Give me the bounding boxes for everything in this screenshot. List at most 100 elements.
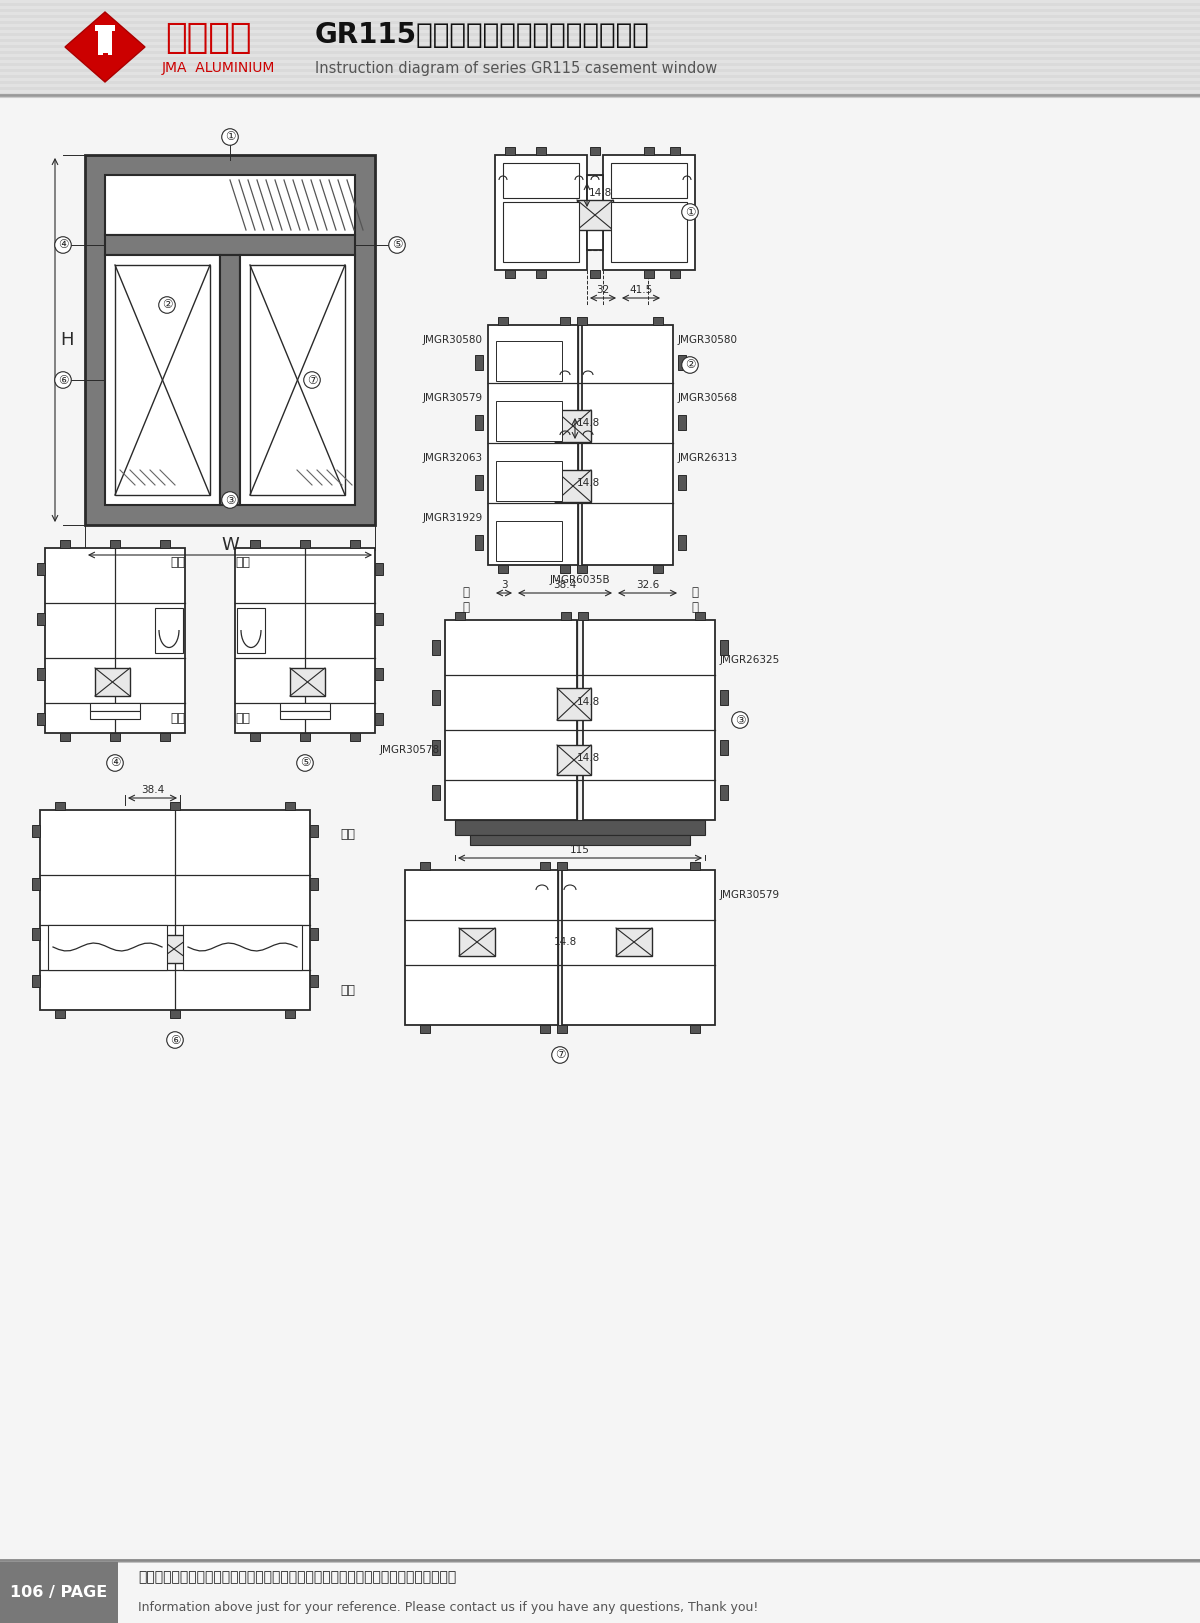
Bar xyxy=(420,1026,430,1032)
Bar xyxy=(155,609,182,652)
Bar xyxy=(498,316,508,325)
Bar xyxy=(0,3,1200,6)
Text: ⑥: ⑥ xyxy=(169,1034,180,1047)
Bar xyxy=(310,975,318,987)
Bar xyxy=(496,521,562,562)
Bar xyxy=(310,928,318,940)
Polygon shape xyxy=(65,11,145,83)
Bar xyxy=(220,255,240,505)
Bar xyxy=(115,265,210,495)
Bar xyxy=(0,10,1200,11)
Bar xyxy=(240,255,355,505)
Text: W: W xyxy=(221,536,239,553)
Bar xyxy=(250,540,260,549)
Bar xyxy=(496,156,587,269)
Bar xyxy=(690,862,700,870)
Bar xyxy=(455,820,706,834)
Bar xyxy=(557,688,592,721)
Text: 115: 115 xyxy=(570,846,590,855)
Text: ⑤: ⑤ xyxy=(300,756,311,769)
Bar xyxy=(0,42,1200,45)
Text: 106 / PAGE: 106 / PAGE xyxy=(11,1586,108,1600)
Bar xyxy=(32,928,40,940)
Bar xyxy=(0,36,1200,39)
Text: 14.8: 14.8 xyxy=(576,419,600,428)
Bar xyxy=(250,265,346,495)
Bar xyxy=(720,690,728,704)
Bar xyxy=(60,734,70,742)
Bar xyxy=(0,54,1200,57)
Text: 14.8: 14.8 xyxy=(553,936,577,946)
Bar xyxy=(110,540,120,549)
Bar xyxy=(0,49,1200,50)
Bar xyxy=(557,862,568,870)
Bar xyxy=(280,711,330,719)
Bar xyxy=(106,255,220,505)
Text: 室内: 室内 xyxy=(340,828,355,841)
Bar xyxy=(562,612,571,620)
Bar xyxy=(280,703,330,711)
Text: H: H xyxy=(60,331,73,349)
Text: 图中所示型材截面、装配、编号、尺寸及重量仅供参考。如有疑问，请向本公司查询。: 图中所示型材截面、装配、编号、尺寸及重量仅供参考。如有疑问，请向本公司查询。 xyxy=(138,1569,456,1584)
Bar xyxy=(374,563,383,575)
Bar xyxy=(670,269,680,278)
Text: JMGR30568: JMGR30568 xyxy=(678,393,738,403)
Bar xyxy=(432,786,440,800)
Text: ①: ① xyxy=(685,206,695,219)
Bar xyxy=(98,28,112,55)
Bar xyxy=(374,613,383,625)
Text: 14.8: 14.8 xyxy=(576,753,600,763)
Text: 41.5: 41.5 xyxy=(629,286,653,295)
Bar xyxy=(0,11,1200,15)
Text: ①: ① xyxy=(224,130,235,143)
Bar xyxy=(85,156,374,524)
Bar xyxy=(0,63,1200,67)
Bar xyxy=(60,540,70,549)
Bar xyxy=(286,802,295,810)
Bar xyxy=(678,536,686,550)
Bar xyxy=(170,802,180,810)
Bar xyxy=(432,740,440,755)
Bar xyxy=(611,201,686,261)
Bar xyxy=(557,745,592,776)
Bar xyxy=(678,415,686,430)
Bar xyxy=(0,89,1200,93)
Bar xyxy=(37,613,46,625)
Text: JMGR30580: JMGR30580 xyxy=(424,334,482,346)
Bar xyxy=(310,824,318,837)
Bar xyxy=(48,925,167,971)
Text: JMGR32063: JMGR32063 xyxy=(422,453,482,463)
Bar xyxy=(250,734,260,742)
Bar xyxy=(95,669,130,696)
Text: ⑦: ⑦ xyxy=(307,373,317,386)
Bar xyxy=(560,316,570,325)
Bar xyxy=(0,32,1200,36)
Bar xyxy=(557,1026,568,1032)
Bar xyxy=(160,734,170,742)
Bar xyxy=(90,703,140,711)
Bar xyxy=(0,70,1200,71)
Bar xyxy=(103,54,108,62)
Text: Information above just for your reference. Please contact us if you have any que: Information above just for your referenc… xyxy=(138,1600,758,1613)
Bar xyxy=(0,78,1200,81)
Bar xyxy=(432,639,440,656)
Bar xyxy=(106,175,355,235)
Bar xyxy=(690,1026,700,1032)
Bar xyxy=(458,928,496,956)
Bar xyxy=(678,476,686,490)
Bar xyxy=(505,269,515,278)
Bar xyxy=(577,316,587,325)
Bar xyxy=(0,57,1200,60)
Bar xyxy=(90,711,140,719)
Bar xyxy=(350,734,360,742)
Bar xyxy=(720,740,728,755)
Text: ②: ② xyxy=(162,299,173,312)
Bar xyxy=(554,471,592,502)
Bar xyxy=(0,29,1200,32)
Text: ③: ③ xyxy=(224,493,235,506)
Text: ②: ② xyxy=(685,359,695,372)
Bar xyxy=(32,878,40,889)
Text: JMGR6035B: JMGR6035B xyxy=(550,575,611,584)
Text: 3: 3 xyxy=(500,579,508,591)
Bar xyxy=(582,325,673,565)
